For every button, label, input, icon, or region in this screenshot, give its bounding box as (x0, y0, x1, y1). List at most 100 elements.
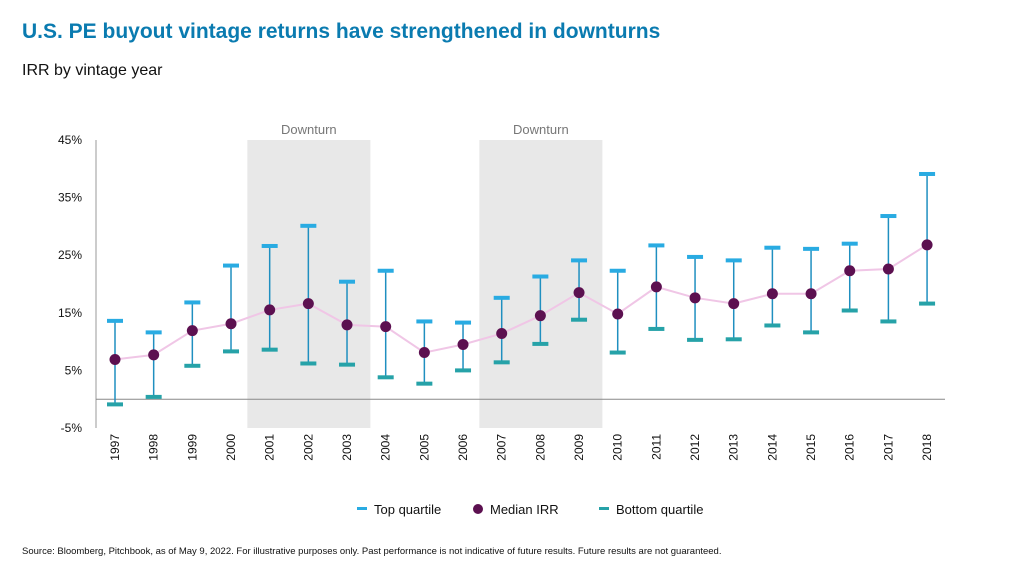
top-quartile-mark (493, 295, 510, 300)
median-point (148, 349, 160, 361)
median-point (186, 325, 198, 337)
y-tick-label: 5% (65, 363, 83, 377)
legend-marker (599, 507, 609, 510)
median-point (882, 263, 894, 275)
median-point (457, 338, 469, 350)
top-quartile-mark (532, 274, 549, 279)
median-point (264, 304, 276, 316)
top-quartile-mark (880, 214, 897, 219)
bottom-quartile-mark (107, 402, 123, 407)
x-tick-label: 2017 (881, 434, 895, 461)
top-quartile-mark (803, 246, 820, 251)
median-point (341, 319, 353, 331)
bottom-quartile-mark (880, 319, 897, 324)
bottom-quartile-mark (261, 347, 278, 352)
median-point (225, 318, 237, 330)
legend-marker (473, 504, 483, 514)
legend-label: Top quartile (374, 502, 441, 517)
chart-subtitle: IRR by vintage year (22, 62, 163, 79)
median-point (689, 292, 701, 304)
x-tick-label: 2011 (649, 434, 663, 460)
top-quartile-mark (339, 279, 356, 284)
bottom-quartile-mark (725, 337, 742, 342)
median-point (573, 287, 585, 299)
bottom-quartile-mark (145, 394, 162, 399)
bottom-quartile-mark (455, 368, 472, 373)
x-tick-label: 2008 (533, 434, 547, 461)
median-point (534, 310, 546, 322)
top-quartile-mark (416, 319, 433, 324)
bottom-quartile-mark (416, 381, 433, 386)
x-tick-label: 2006 (456, 434, 470, 461)
top-quartile-mark (687, 254, 704, 259)
median-point (496, 328, 508, 340)
bottom-quartile-mark (493, 360, 510, 365)
x-tick-label: 1997 (108, 434, 122, 461)
x-tick-label: 2001 (263, 434, 277, 461)
x-tick-label: 2014 (765, 434, 779, 461)
top-quartile-mark (725, 258, 742, 263)
median-point (612, 308, 624, 320)
median-point (921, 239, 933, 251)
x-tick-label: 2007 (495, 434, 509, 461)
downturn-label: Downturn (513, 122, 569, 137)
x-tick-label: 2010 (611, 434, 625, 461)
bottom-quartile-mark (532, 341, 549, 346)
top-quartile-mark (571, 258, 588, 263)
bottom-quartile-mark (184, 363, 201, 368)
median-point (650, 281, 662, 293)
x-tick-label: 1998 (147, 434, 161, 461)
downturn-label: Downturn (281, 122, 337, 137)
chart-title: U.S. PE buyout vintage returns have stre… (22, 20, 661, 43)
legend-label: Median IRR (490, 502, 559, 517)
top-quartile-mark (145, 330, 162, 335)
median-point (805, 288, 817, 300)
top-quartile-mark (455, 320, 472, 325)
median-line (114, 243, 928, 361)
y-tick-label: -5% (61, 421, 83, 435)
top-quartile-mark (184, 300, 201, 305)
top-quartile-mark (764, 245, 781, 250)
bottom-quartile-mark (339, 362, 356, 367)
x-tick-label: 2016 (843, 434, 857, 461)
bottom-quartile-mark (377, 375, 394, 380)
y-tick-label: 15% (58, 306, 82, 320)
median-point (844, 265, 856, 277)
x-tick-label: 2004 (379, 434, 393, 461)
bottom-quartile-mark (648, 326, 665, 331)
top-quartile-mark (223, 263, 240, 268)
bottom-quartile-mark (609, 350, 626, 355)
median-point (728, 298, 740, 310)
top-quartile-mark (919, 171, 936, 176)
x-tick-label: 2003 (340, 434, 354, 461)
bottom-quartile-mark (687, 337, 704, 342)
bottom-quartile-mark (764, 323, 781, 328)
top-quartile-mark (648, 243, 665, 248)
top-quartile-mark (841, 241, 858, 246)
x-tick-label: 2009 (572, 434, 586, 461)
top-quartile-mark (300, 223, 317, 228)
top-quartile-mark (377, 268, 394, 273)
legend-marker (357, 507, 367, 510)
x-tick-label: 2000 (224, 434, 238, 461)
x-tick-label: 2015 (804, 434, 818, 461)
bottom-quartile-mark (841, 308, 858, 313)
bottom-quartile-mark (223, 349, 240, 354)
median-point (766, 288, 778, 300)
x-tick-label: 2018 (920, 434, 934, 461)
bottom-quartile-mark (803, 330, 820, 335)
x-tick-label: 2002 (301, 434, 315, 461)
top-quartile-mark (609, 268, 626, 273)
x-tick-label: 2012 (688, 434, 702, 461)
median-point (418, 347, 430, 359)
bottom-quartile-mark (300, 361, 317, 366)
y-tick-label: 35% (58, 191, 82, 205)
x-tick-label: 2013 (727, 434, 741, 461)
legend-label: Bottom quartile (616, 502, 703, 517)
x-tick-label: 1999 (185, 434, 199, 461)
x-tick-label: 2005 (417, 434, 431, 461)
top-quartile-mark (261, 243, 278, 248)
median-point (380, 321, 392, 333)
y-tick-label: 25% (58, 248, 82, 262)
